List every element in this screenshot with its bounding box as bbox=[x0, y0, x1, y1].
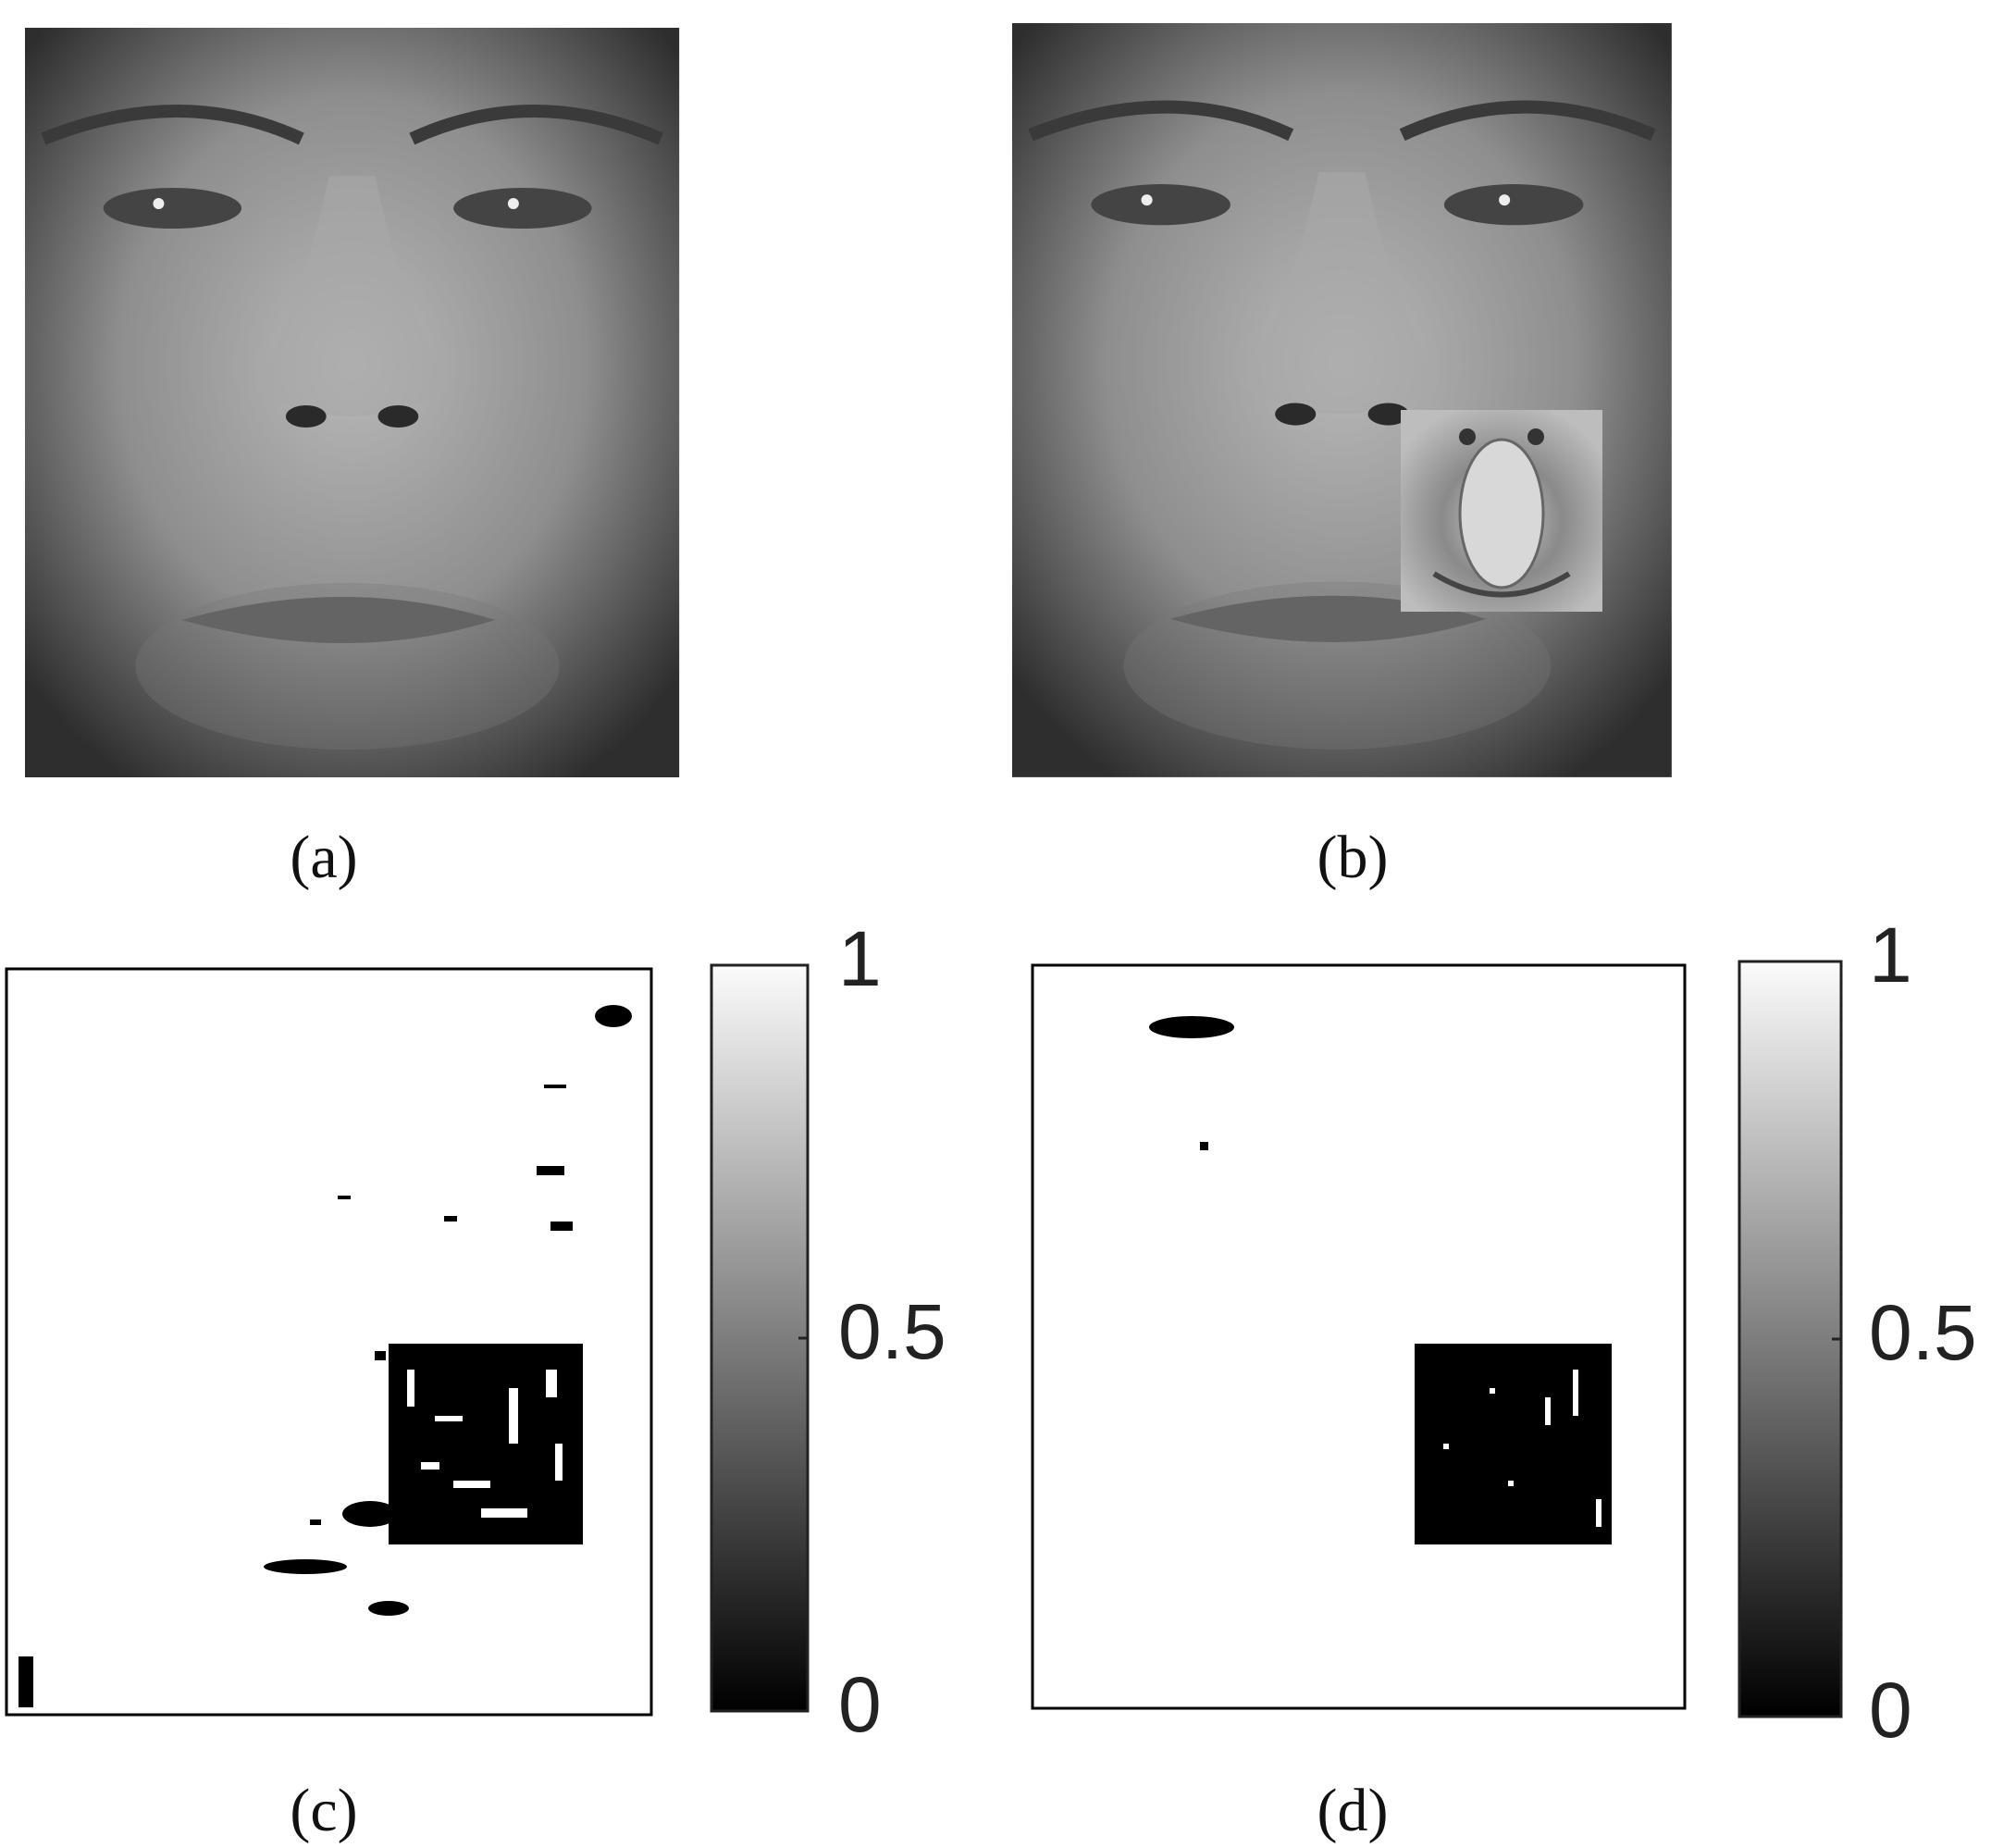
colorbar-tick-label: 0.5 bbox=[1869, 1289, 1977, 1376]
photo-original bbox=[25, 28, 679, 777]
caption: (d) bbox=[1317, 1777, 1389, 1844]
mask-c bbox=[6, 969, 651, 1715]
colorbar-tick-label: 0 bbox=[838, 1661, 882, 1748]
baboon-patch bbox=[1401, 410, 1602, 612]
colorbar-tick-label: 1 bbox=[1869, 912, 1912, 998]
caption: (a) bbox=[290, 824, 357, 891]
caption: (c) bbox=[290, 1777, 357, 1844]
colorbar bbox=[711, 965, 808, 1711]
mask-d bbox=[1033, 965, 1685, 1708]
caption: (b) bbox=[1317, 824, 1389, 891]
photo-occluded bbox=[1012, 23, 1672, 777]
colorbar-tick-label: 1 bbox=[838, 915, 882, 1002]
figure: (a) (b) (c) 1 0.5 0 (d) 1 0.5 0 bbox=[0, 0, 1991, 1848]
colorbar bbox=[1739, 961, 1841, 1717]
colorbar-tick-label: 0.5 bbox=[838, 1288, 946, 1375]
colorbar-tick-label: 0 bbox=[1869, 1667, 1912, 1754]
